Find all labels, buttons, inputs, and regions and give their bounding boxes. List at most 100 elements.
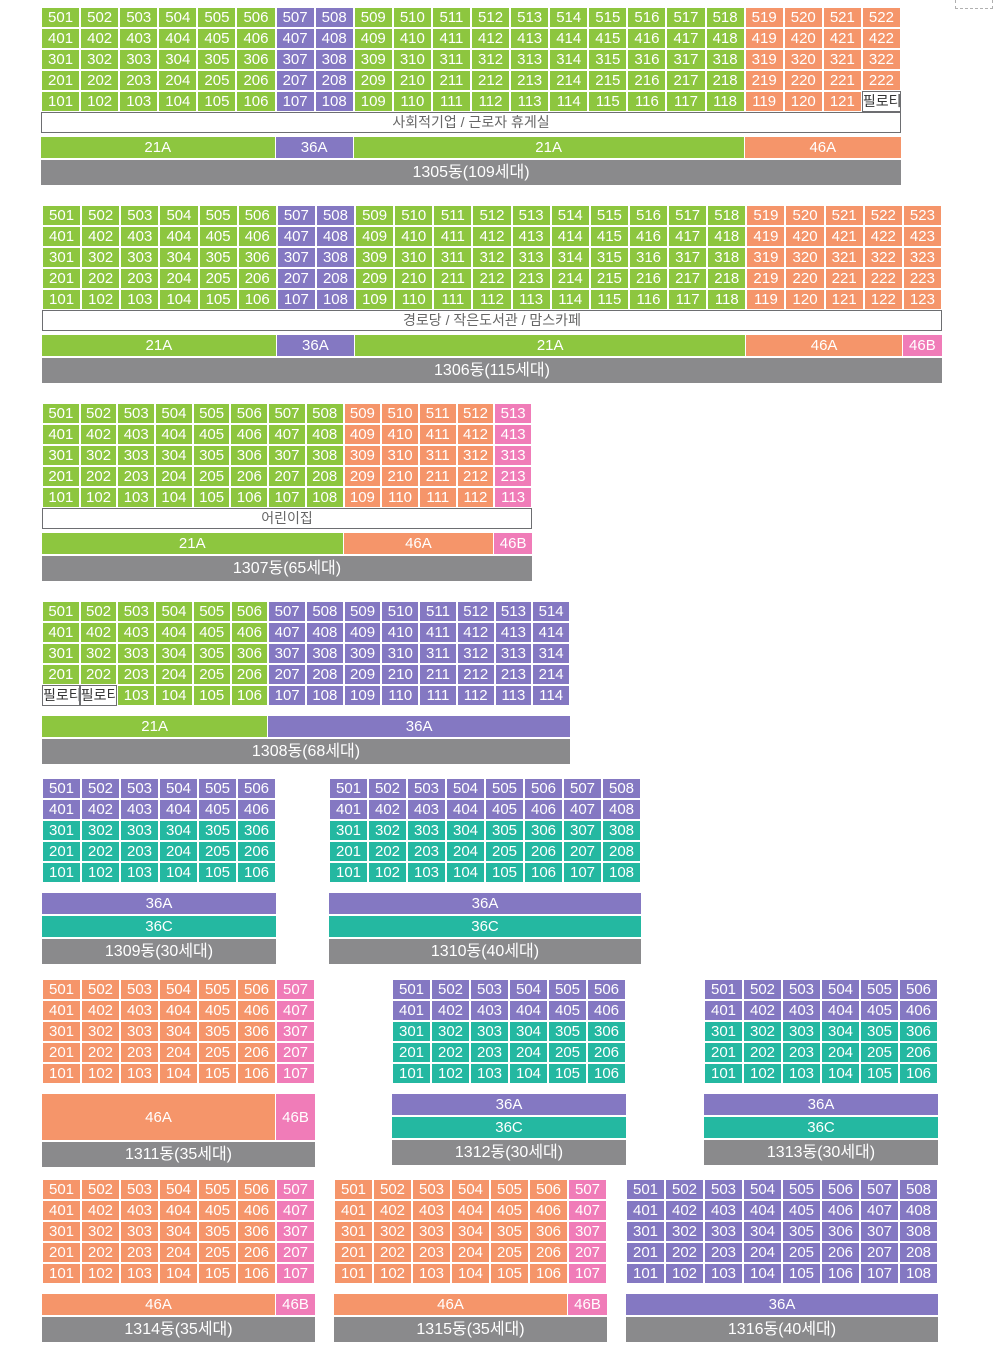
unit-cell: 201	[42, 664, 80, 685]
unit-cell: 505	[490, 1179, 529, 1200]
unit-cell: 303	[782, 1021, 821, 1042]
unit-cell: 212	[456, 664, 495, 685]
unit-cell: 301	[334, 1221, 373, 1242]
unit-cell: 517	[668, 205, 708, 226]
unit-cell: 202	[373, 1242, 412, 1263]
unit-cell: 307	[276, 247, 316, 268]
unit-cell: 406	[899, 1000, 938, 1021]
unit-cell: 317	[668, 247, 708, 268]
unit-cell: 502	[81, 1179, 120, 1200]
unit-cell: 507	[268, 403, 306, 424]
unit-cell: 318	[707, 247, 747, 268]
unit-cell: 309	[353, 49, 393, 70]
building-1308: 501 502 503 504 505 506 507 508 509 510 511 512 513 5…	[42, 601, 570, 764]
unit-cell: 404	[446, 799, 485, 820]
unit-cell: 322	[861, 49, 901, 70]
unit-cell: 120	[785, 289, 825, 310]
unit-cell: 201	[392, 1042, 431, 1063]
unit-cell: 408	[306, 622, 344, 643]
unit-cell: 218	[705, 70, 745, 91]
unit-cell: 203	[117, 664, 156, 685]
unit-cell: 401	[329, 799, 368, 820]
unit-cell: 406	[230, 424, 269, 445]
unit-cell: 501	[42, 205, 82, 226]
unit-cell: 305	[197, 49, 237, 70]
unit-cell: 313	[511, 247, 551, 268]
unit-cell: 216	[627, 70, 667, 91]
unit-cell: 304	[743, 1221, 782, 1242]
unit-grid: 501 502 503 504 505 506 401 402 403 404 405 406 301 3…	[392, 979, 626, 1084]
unit-cell: 412	[470, 28, 511, 49]
unit-cell: 221	[824, 268, 864, 289]
unit-cell: 405	[198, 226, 238, 247]
unit-cell: 323	[902, 247, 942, 268]
unit-cell: 207	[276, 1042, 315, 1063]
unit-cell: 404	[451, 1200, 490, 1221]
unit-cell: 105	[198, 289, 238, 310]
building-title: 1315동(35세대)	[334, 1317, 607, 1342]
unit-cell: 411	[418, 424, 457, 445]
unit-cell: 504	[159, 1179, 198, 1200]
unit-cell: 115	[588, 91, 628, 112]
unit-cell: 401	[41, 28, 81, 49]
unit-cell: 308	[314, 49, 354, 70]
unit-cell: 403	[120, 799, 159, 820]
unit-cell: 204	[155, 664, 193, 685]
unit-cell: 201	[42, 841, 81, 862]
unit-cell: 203	[407, 841, 446, 862]
unit-cell: 106	[237, 862, 276, 883]
unit-cell: 102	[80, 91, 120, 112]
unit-cell: 420	[783, 28, 823, 49]
unit-cell: 311	[431, 49, 471, 70]
unit-cell: 205	[860, 1042, 899, 1063]
unit-cell: 505	[198, 205, 238, 226]
unit-cell: 404	[821, 1000, 860, 1021]
unit-cell: 202	[81, 268, 121, 289]
unit-cell: 515	[588, 7, 628, 28]
unit-cell: 507	[276, 979, 315, 1000]
unit-cell: 506	[587, 979, 626, 1000]
unit-cell: 502	[81, 778, 120, 799]
unit-cell: 214	[532, 664, 570, 685]
unit-cell: 407	[276, 226, 316, 247]
unit-cell: 313	[494, 445, 532, 466]
unit-cell: 507	[276, 1179, 315, 1200]
unit-cell: 503	[704, 1179, 743, 1200]
unit-cell: 512	[456, 601, 495, 622]
unit-cell: 103	[407, 862, 446, 883]
unit-cell: 405	[860, 1000, 899, 1021]
unit-cell: 307	[276, 1221, 315, 1242]
unit-cell: 304	[155, 643, 193, 664]
unit-cell: 402	[368, 799, 407, 820]
unit-cell: 207	[276, 1242, 315, 1263]
unit-cell: 308	[305, 445, 344, 466]
unit-cell: 301	[41, 49, 81, 70]
unit-cell: 410	[381, 622, 420, 643]
unit-cell: 310	[381, 445, 419, 466]
unit-cell: 409	[353, 28, 393, 49]
unit-cell: 112	[470, 91, 511, 112]
unit-cell: 201	[704, 1042, 743, 1063]
unit-cell: 506	[899, 979, 938, 1000]
unit-cell: 414	[549, 28, 589, 49]
unit-cell: 505	[198, 1179, 237, 1200]
unit-cell: 204	[158, 70, 198, 91]
unit-cell: 320	[783, 49, 823, 70]
unit-grid: 501 502 503 504 505 506 401 402 403 404 405 406 301 3…	[704, 979, 938, 1084]
unit-cell: 403	[407, 799, 446, 820]
unit-type-segment: 46A	[746, 335, 903, 356]
unit-cell: 503	[782, 979, 821, 1000]
unit-cell: 301	[42, 643, 80, 664]
unit-cell: 102	[373, 1263, 412, 1284]
unit-cell: 219	[744, 70, 784, 91]
unit-cell: 219	[746, 268, 786, 289]
building-1310: 501 502 503 504 505 506 507 508 401 402 403 404 405 4…	[329, 778, 641, 964]
unit-cell: 111	[418, 487, 457, 508]
unit-cell: 306	[899, 1021, 938, 1042]
unit-cell: 402	[743, 1000, 782, 1021]
unit-cell: 301	[42, 445, 80, 466]
unit-cell: 503	[412, 1179, 451, 1200]
unit-cell: 408	[602, 799, 641, 820]
unit-cell: 223	[902, 268, 942, 289]
unit-cell: 402	[79, 424, 118, 445]
